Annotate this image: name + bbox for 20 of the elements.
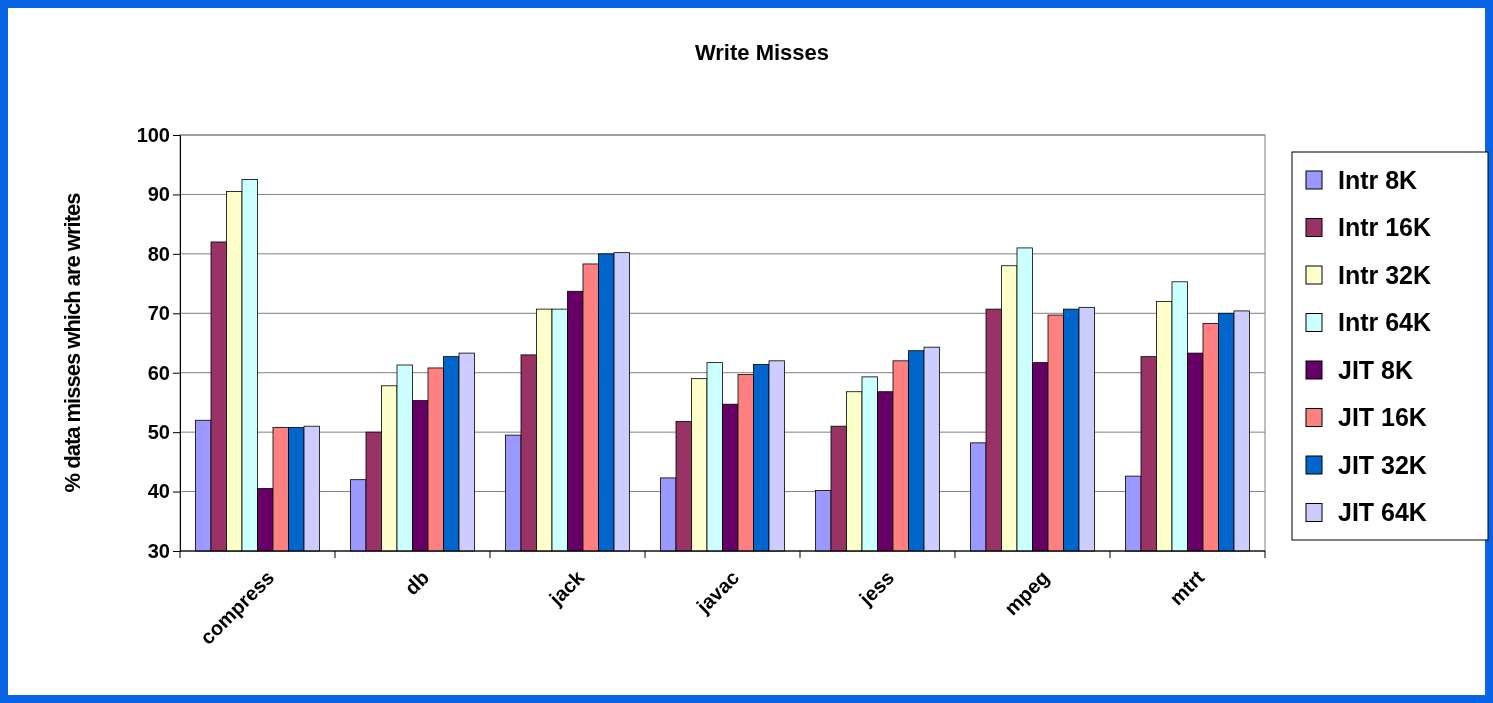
y-axis-title: % data misses which are writes — [60, 192, 85, 493]
legend-label: Intr 32K — [1338, 260, 1432, 289]
y-tick-label: 100 — [136, 123, 170, 146]
y-tick-label: 80 — [147, 242, 170, 265]
y-tick-label: 60 — [147, 361, 170, 384]
legend-label: Intr 8K — [1338, 165, 1418, 194]
x-tick-label: mtrt — [1165, 565, 1209, 610]
y-tick-label: 90 — [147, 183, 170, 206]
legend-label: JIT 32K — [1338, 450, 1427, 479]
legend-label: JIT 8K — [1338, 355, 1414, 384]
legend-label: JIT 64K — [1338, 498, 1427, 527]
y-tick-label: 50 — [147, 421, 170, 444]
y-tick-label: 30 — [147, 539, 170, 562]
legend-label: Intr 16K — [1338, 213, 1432, 242]
y-tick-label: 40 — [147, 480, 170, 503]
x-tick-label: db — [400, 566, 434, 600]
legend-label: JIT 16K — [1338, 403, 1427, 432]
legend-label: Intr 64K — [1338, 308, 1432, 337]
y-tick-label: 70 — [147, 302, 170, 325]
chart-title: Write Misses — [694, 40, 830, 65]
